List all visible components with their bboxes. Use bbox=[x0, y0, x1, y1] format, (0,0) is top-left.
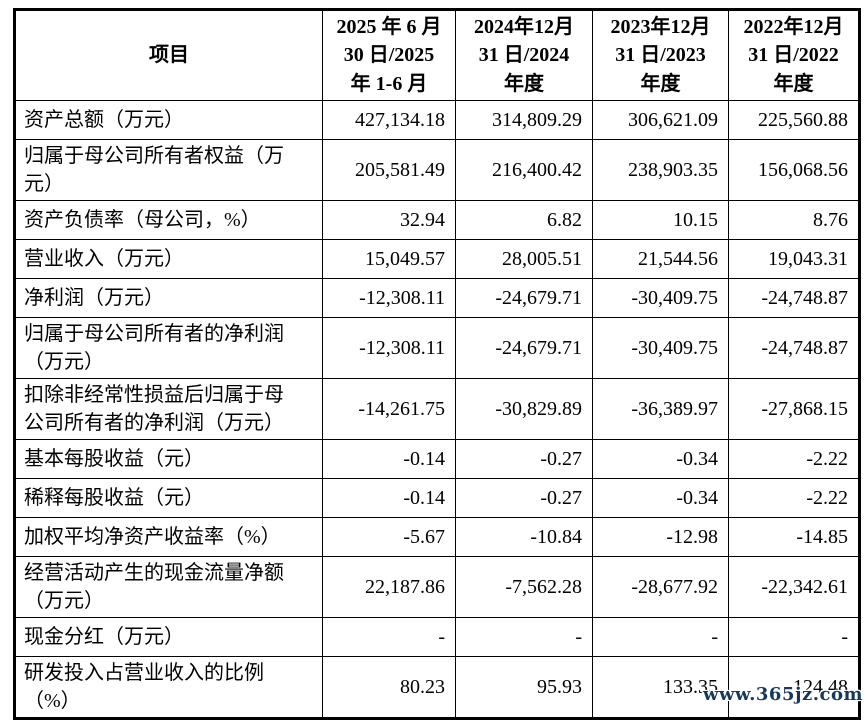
cell-value: 216,400.42 bbox=[455, 139, 593, 202]
cell-value: 28,005.51 bbox=[455, 239, 593, 280]
cell-value: 306,621.09 bbox=[592, 100, 729, 141]
cell-value: -30,409.75 bbox=[592, 278, 729, 319]
header-period-2024: 2024年12月 31 日/2024 年度 bbox=[455, 8, 593, 102]
cell-value: 238,903.35 bbox=[592, 139, 729, 202]
cell-value: -22,342.61 bbox=[728, 556, 860, 619]
cell-value: - bbox=[592, 617, 729, 658]
header-period-2025: 2025 年 6 月 30 日/2025 年 1-6 月 bbox=[322, 8, 456, 102]
row-label: 归属于母公司所有者权益（万元） bbox=[14, 139, 323, 202]
cell-value: 19,043.31 bbox=[728, 239, 860, 280]
financial-indicators-table-wrapper: 项目 2025 年 6 月 30 日/2025 年 1-6 月 2024年12月… bbox=[13, 8, 861, 720]
row-label: 营业收入（万元） bbox=[14, 239, 323, 280]
header-period-2022: 2022年12月 31 日/2022 年度 bbox=[728, 8, 860, 102]
table-row-net-profit: 净利润（万元） -12,308.11 -24,679.71 -30,409.75… bbox=[14, 278, 860, 319]
row-label: 资产总额（万元） bbox=[14, 100, 323, 141]
cell-value: -0.34 bbox=[592, 439, 729, 480]
cell-value: 8.76 bbox=[728, 200, 860, 241]
cell-value: 314,809.29 bbox=[455, 100, 593, 141]
cell-value: -2.22 bbox=[728, 478, 860, 519]
row-label: 扣除非经常性损益后归属于母公司所有者的净利润（万元） bbox=[14, 378, 323, 441]
table-row-operating-cash-flow: 经营活动产生的现金流量净额（万元） 22,187.86 -7,562.28 -2… bbox=[14, 556, 860, 619]
cell-value: 32.94 bbox=[322, 200, 456, 241]
table-row-diluted-eps: 稀释每股收益（元） -0.14 -0.27 -0.34 -2.22 bbox=[14, 478, 860, 519]
cell-value: -24,748.87 bbox=[728, 278, 860, 319]
cell-value: -2.22 bbox=[728, 439, 860, 480]
cell-value: -14.85 bbox=[728, 517, 860, 558]
cell-value: 156,068.56 bbox=[728, 139, 860, 202]
cell-value: 80.23 bbox=[322, 656, 456, 720]
cell-value: -27,868.15 bbox=[728, 378, 860, 441]
cell-value: -24,679.71 bbox=[455, 278, 593, 319]
table-row-deducted-net-profit: 扣除非经常性损益后归属于母公司所有者的净利润（万元） -14,261.75 -3… bbox=[14, 378, 860, 441]
cell-value: -30,829.89 bbox=[455, 378, 593, 441]
cell-value: 427,134.18 bbox=[322, 100, 456, 141]
cell-value: -28,677.92 bbox=[592, 556, 729, 619]
header-item: 项目 bbox=[14, 8, 323, 102]
table-row-weighted-roe: 加权平均净资产收益率（%） -5.67 -10.84 -12.98 -14.85 bbox=[14, 517, 860, 558]
cell-value: -24,748.87 bbox=[728, 317, 860, 380]
row-label: 净利润（万元） bbox=[14, 278, 323, 319]
cell-value: 95.93 bbox=[455, 656, 593, 720]
cell-value: -12,308.11 bbox=[322, 317, 456, 380]
table-row-total-assets: 资产总额（万元） 427,134.18 314,809.29 306,621.0… bbox=[14, 100, 860, 141]
cell-value: -0.34 bbox=[592, 478, 729, 519]
cell-value: -30,409.75 bbox=[592, 317, 729, 380]
table-row-debt-ratio: 资产负债率（母公司，%） 32.94 6.82 10.15 8.76 bbox=[14, 200, 860, 241]
cell-value: 205,581.49 bbox=[322, 139, 456, 202]
cell-value: - bbox=[322, 617, 456, 658]
cell-value: -0.27 bbox=[455, 439, 593, 480]
row-label: 归属于母公司所有者的净利润（万元） bbox=[14, 317, 323, 380]
table-row-revenue: 营业收入（万元） 15,049.57 28,005.51 21,544.56 1… bbox=[14, 239, 860, 280]
table-row-basic-eps: 基本每股收益（元） -0.14 -0.27 -0.34 -2.22 bbox=[14, 439, 860, 480]
cell-value: -0.14 bbox=[322, 439, 456, 480]
table-row-cash-dividend: 现金分红（万元） - - - - bbox=[14, 617, 860, 658]
row-label: 加权平均净资产收益率（%） bbox=[14, 517, 323, 558]
cell-value: -24,679.71 bbox=[455, 317, 593, 380]
row-label: 经营活动产生的现金流量净额（万元） bbox=[14, 556, 323, 619]
row-label: 研发投入占营业收入的比例（%） bbox=[14, 656, 323, 720]
cell-value: -14,261.75 bbox=[322, 378, 456, 441]
cell-value: 10.15 bbox=[592, 200, 729, 241]
row-label: 资产负债率（母公司，%） bbox=[14, 200, 323, 241]
row-label: 基本每股收益（元） bbox=[14, 439, 323, 480]
cell-value: 225,560.88 bbox=[728, 100, 860, 141]
cell-value: 15,049.57 bbox=[322, 239, 456, 280]
cell-value: -10.84 bbox=[455, 517, 593, 558]
header-row: 项目 2025 年 6 月 30 日/2025 年 1-6 月 2024年12月… bbox=[14, 8, 860, 102]
cell-value: - bbox=[728, 617, 860, 658]
cell-value: -0.27 bbox=[455, 478, 593, 519]
row-label: 稀释每股收益（元） bbox=[14, 478, 323, 519]
cell-value: -5.67 bbox=[322, 517, 456, 558]
table-row-parent-equity: 归属于母公司所有者权益（万元） 205,581.49 216,400.42 23… bbox=[14, 139, 860, 202]
cell-value: - bbox=[455, 617, 593, 658]
header-period-2023: 2023年12月 31 日/2023 年度 bbox=[592, 8, 729, 102]
cell-value: -12,308.11 bbox=[322, 278, 456, 319]
cell-value: -12.98 bbox=[592, 517, 729, 558]
financial-indicators-table: 项目 2025 年 6 月 30 日/2025 年 1-6 月 2024年12月… bbox=[13, 8, 861, 720]
table-row-parent-net-profit: 归属于母公司所有者的净利润（万元） -12,308.11 -24,679.71 … bbox=[14, 317, 860, 380]
cell-value: -0.14 bbox=[322, 478, 456, 519]
cell-value: -7,562.28 bbox=[455, 556, 593, 619]
cell-value: -36,389.97 bbox=[592, 378, 729, 441]
watermark-link[interactable]: www.365jz.com bbox=[702, 684, 863, 705]
cell-value: 22,187.86 bbox=[322, 556, 456, 619]
cell-value: 6.82 bbox=[455, 200, 593, 241]
cell-value: 21,544.56 bbox=[592, 239, 729, 280]
row-label: 现金分红（万元） bbox=[14, 617, 323, 658]
